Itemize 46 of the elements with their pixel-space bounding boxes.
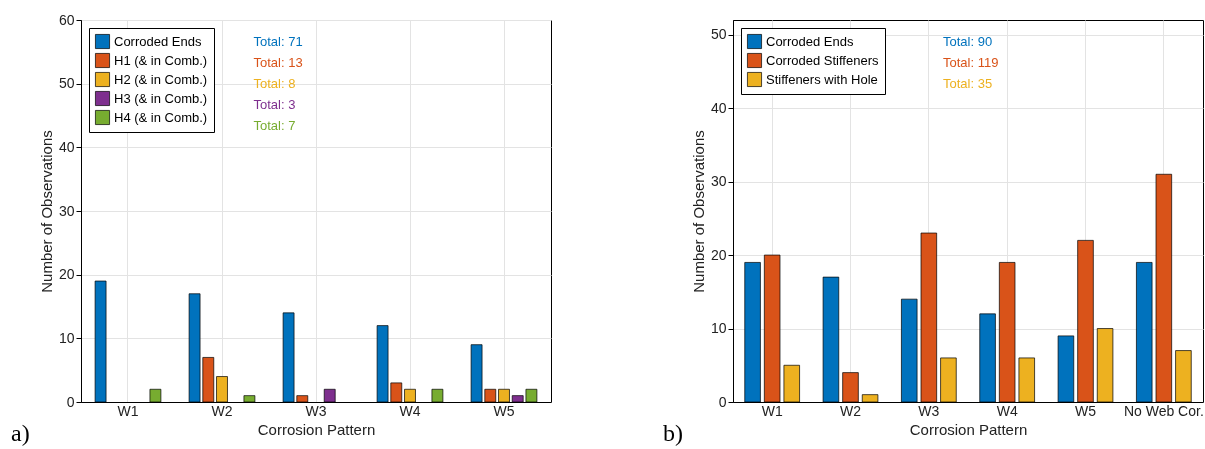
legend-label: H3 (& in Comb.) — [114, 90, 208, 106]
legend-label: Stiffeners with Hole — [766, 71, 878, 87]
y-tick-label: 60 — [58, 11, 75, 28]
y-tick-label: 10 — [710, 320, 727, 337]
annotation: Total: 7 — [253, 118, 296, 133]
x-tick-label: W5 — [1075, 402, 1097, 419]
text: b) — [663, 420, 683, 446]
x-tick-label: W4 — [996, 402, 1018, 419]
x-tick-label: No Web Cor. — [1123, 402, 1204, 419]
legend-label: Corroded Stiffeners — [766, 52, 879, 68]
y-tick-label: 30 — [710, 173, 727, 190]
x-tick-label: W1 — [117, 402, 139, 419]
x-tick-label: W2 — [211, 402, 233, 419]
annotation: Total: 71 — [253, 34, 303, 49]
text: a) — [11, 420, 30, 446]
x-tick-label: W1 — [761, 402, 783, 419]
x-tick-label: W4 — [399, 402, 421, 419]
y-axis-title: Number of Observations — [37, 130, 55, 293]
y-tick-label: 50 — [710, 26, 727, 43]
annotation: Total: 8 — [253, 76, 296, 91]
x-axis-title: Corrosion Pattern — [257, 420, 376, 438]
y-axis-title: Number of Observations — [689, 130, 707, 293]
y-tick-label: 40 — [710, 99, 727, 116]
y-tick-label: 0 — [66, 393, 75, 410]
legend-label: H2 (& in Comb.) — [114, 71, 208, 87]
annotation: Total: 3 — [253, 97, 296, 112]
y-tick-label: 40 — [58, 138, 75, 155]
x-tick-label: W2 — [840, 402, 862, 419]
x-tick-label: W3 — [305, 402, 327, 419]
y-tick-label: 50 — [58, 75, 75, 92]
annotation: Total: 119 — [943, 55, 999, 70]
legend-label: H1 (& in Comb.) — [114, 52, 208, 68]
y-tick-label: 20 — [710, 246, 727, 263]
y-tick-label: 30 — [58, 202, 75, 219]
x-tick-label: W5 — [493, 402, 515, 419]
y-tick-label: 20 — [58, 266, 75, 283]
x-axis-title: Corrosion Pattern — [909, 420, 1028, 438]
y-tick-label: 10 — [58, 329, 75, 346]
legend-label: Corroded Ends — [114, 33, 202, 49]
legend-label: Corroded Ends — [766, 33, 854, 49]
annotation: Total: 13 — [253, 55, 303, 70]
annotation: Total: 90 — [943, 34, 993, 49]
annotation: Total: 35 — [943, 76, 993, 91]
legend-label: H4 (& in Comb.) — [114, 109, 208, 125]
x-tick-label: W3 — [918, 402, 940, 419]
y-tick-label: 0 — [718, 393, 727, 410]
